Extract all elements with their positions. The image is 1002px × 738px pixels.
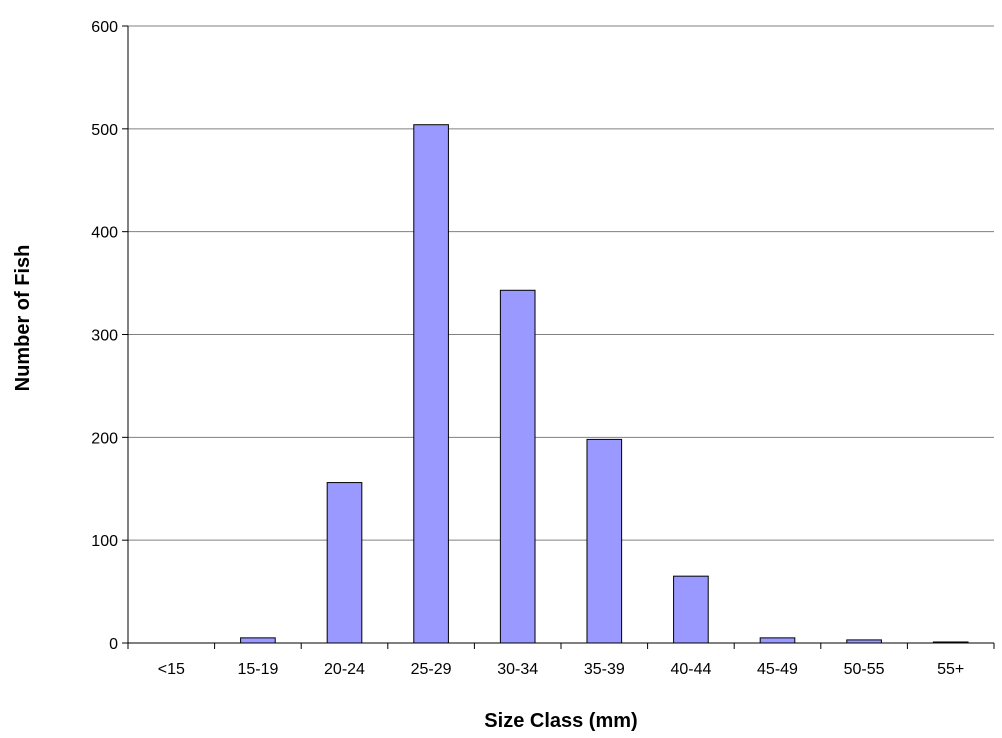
x-axis-title: Size Class (mm) (484, 710, 637, 732)
bar-6 (673, 575, 709, 644)
y-tick-label: 500 (91, 122, 118, 139)
x-tick-label: 20-24 (324, 661, 365, 678)
y-tick-label: 0 (109, 636, 118, 653)
bar-5 (586, 438, 623, 644)
bar-1 (240, 637, 276, 644)
x-tick-label: 25-29 (411, 661, 452, 678)
bar-4 (499, 289, 536, 644)
y-tick-label: 600 (91, 19, 118, 36)
x-tick-label: 35-39 (584, 661, 625, 678)
y-tick-label: 100 (91, 533, 118, 550)
bar-7 (759, 637, 796, 644)
bars (240, 124, 969, 644)
y-tick-label: 200 (91, 430, 118, 447)
y-axis-title: Number of Fish (12, 245, 34, 392)
y-tick-label: 400 (91, 225, 118, 242)
x-tick-label: 45-49 (757, 661, 798, 678)
bar-2 (326, 482, 363, 644)
bar-3 (413, 124, 449, 644)
x-tick-label: 30-34 (497, 661, 538, 678)
x-tick-label: 15-19 (237, 661, 278, 678)
axes (122, 25, 995, 649)
x-tick-label: 50-55 (844, 661, 885, 678)
x-tick-label: 55+ (937, 661, 964, 678)
x-tick-label: <15 (158, 661, 185, 678)
y-tick-labels: 0 100 200 300 400 500 600 (91, 19, 118, 653)
x-tick-label: 40-44 (670, 661, 711, 678)
y-tick-label: 300 (91, 328, 118, 345)
x-tick-labels: <15 15-19 20-24 25-29 30-34 35-39 40-44 45-49 50… (158, 661, 965, 678)
gridlines (128, 25, 994, 541)
